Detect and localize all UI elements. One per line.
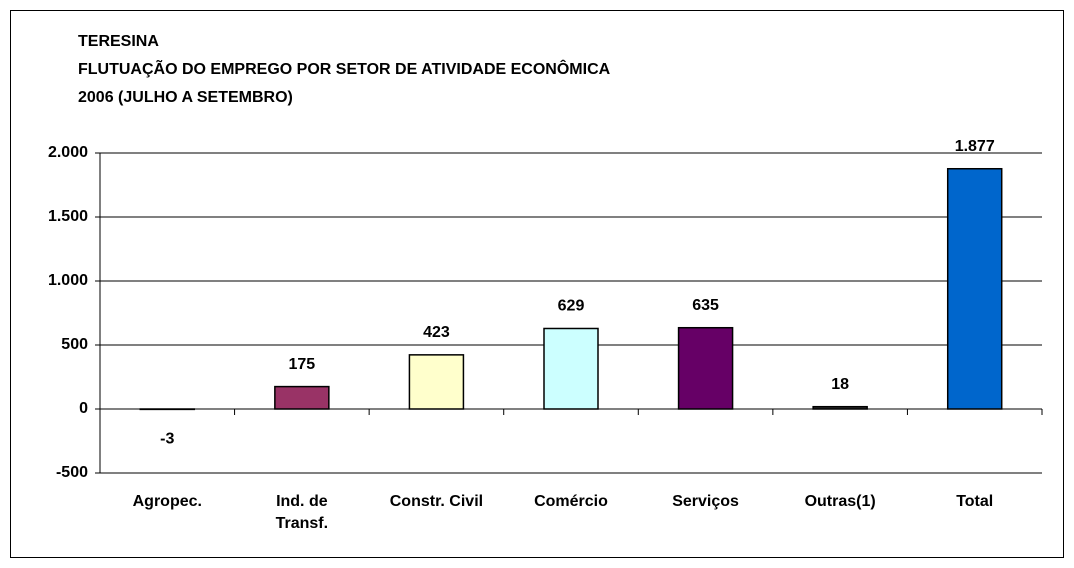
bar	[274, 385, 330, 410]
bar	[946, 167, 1003, 410]
x-tick-label: Outras(1)	[804, 493, 876, 510]
data-label: 635	[692, 297, 719, 314]
x-tick-label: Total	[956, 493, 994, 510]
data-label: 1.877	[955, 138, 995, 155]
x-tick-label: Constr. Civil	[389, 493, 484, 510]
y-tick-label: 2.000	[48, 144, 88, 161]
bar	[812, 405, 868, 410]
data-label: -3	[160, 431, 174, 448]
bar	[677, 326, 734, 410]
x-tick-label: Ind. de Transf.	[275, 493, 329, 532]
y-tick-label: 1.500	[48, 208, 88, 225]
chart-title: FLUTUAÇÃO DO EMPREGO POR SETOR DE ATIVID…	[78, 58, 611, 78]
data-label: 423	[423, 324, 450, 341]
x-tick-label: Comércio	[534, 493, 608, 510]
chart-title: 2006 (JULHO A SETEMBRO)	[78, 89, 293, 106]
bar	[543, 327, 599, 410]
chart-frame	[10, 10, 1064, 558]
chart-title: TERESINA	[78, 33, 159, 50]
y-tick-label: 500	[61, 336, 88, 353]
x-tick-label: Serviços	[672, 493, 739, 510]
x-tick-label: Agropec.	[132, 493, 202, 510]
data-label: 18	[831, 376, 849, 393]
y-tick-label: 1.000	[48, 272, 88, 289]
y-tick-label: 0	[79, 400, 88, 417]
data-label: 175	[289, 356, 316, 373]
y-tick-label: -500	[56, 464, 88, 481]
bar	[408, 354, 465, 410]
data-label: 629	[558, 298, 585, 315]
